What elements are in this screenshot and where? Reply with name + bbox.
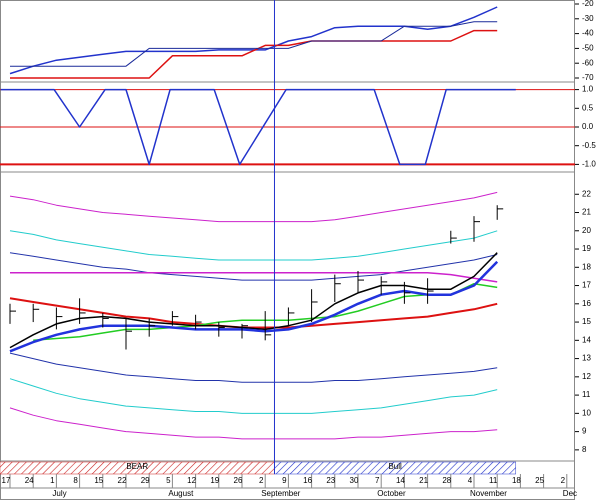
month-label: September — [261, 489, 300, 498]
x-tick-label: 17 — [2, 476, 11, 485]
x-tick-label: 21 — [419, 476, 428, 485]
x-tick-label: 15 — [94, 476, 103, 485]
series-line — [9, 260, 499, 353]
series-line — [9, 352, 498, 383]
y-tick-label: 20 — [582, 226, 591, 235]
y-tick-label: 15 — [582, 317, 591, 326]
y-tick-label: -1.0 — [582, 160, 596, 169]
x-tick-label: 18 — [512, 476, 521, 485]
y-tick-label: 12 — [582, 372, 591, 381]
y-tick-label: -0.5 — [582, 141, 596, 150]
frame — [0, 0, 575, 500]
y-tick-label: 11 — [582, 390, 591, 399]
month-label: Dec — [563, 489, 577, 498]
x-tick-label: 16 — [303, 476, 312, 485]
y-tick-label: 0.5 — [582, 103, 594, 112]
region-label: BEAR — [126, 462, 148, 471]
series-line — [9, 297, 498, 329]
series-line — [9, 230, 498, 261]
series-line — [9, 191, 498, 223]
x-tick-label: 28 — [442, 476, 451, 485]
y-tick-label: -40 — [582, 29, 594, 38]
x-tick-label: 26 — [234, 476, 243, 485]
series-line — [0, 88, 516, 166]
y-tick-label: 9 — [582, 427, 587, 436]
series-line — [10, 272, 498, 283]
series-line — [9, 252, 498, 349]
series-line — [10, 29, 498, 79]
month-label: November — [470, 489, 507, 498]
y-tick-label: 1.0 — [582, 85, 594, 94]
y-tick-label: -70 — [582, 73, 594, 82]
x-tick-label: 11 — [489, 476, 498, 485]
y-tick-label: -20 — [582, 0, 594, 8]
series-line — [9, 407, 498, 440]
y-tick-label: -30 — [582, 14, 594, 23]
x-tick-label: 8 — [73, 476, 78, 485]
x-tick-label: 1 — [50, 476, 55, 485]
y-tick-label: 14 — [582, 335, 591, 344]
y-tick-label: 10 — [582, 408, 591, 417]
x-tick-label: 25 — [535, 476, 544, 485]
region-label: Bull — [388, 462, 402, 471]
y-tick-label: -50 — [582, 44, 594, 53]
series-line — [10, 21, 498, 67]
y-tick-label: 17 — [582, 281, 591, 290]
y-tick-label: 21 — [582, 208, 591, 217]
x-tick-label: 2 — [561, 476, 566, 485]
x-tick-label: 12 — [187, 476, 196, 485]
month-label: August — [168, 489, 194, 498]
y-tick-label: -60 — [582, 58, 594, 67]
x-tick-label: 14 — [396, 476, 405, 485]
y-tick-label: 8 — [582, 445, 587, 454]
x-tick-label: 30 — [350, 476, 359, 485]
series-line — [9, 252, 498, 281]
x-tick-label: 5 — [166, 476, 171, 485]
x-tick-label: 4 — [468, 476, 473, 485]
x-tick-label: 7 — [375, 476, 380, 485]
y-tick-label: 16 — [582, 299, 591, 308]
x-tick-label: 29 — [141, 476, 150, 485]
y-tick-label: 18 — [582, 262, 591, 271]
x-tick-label: 19 — [210, 476, 219, 485]
y-tick-label: 19 — [582, 244, 591, 253]
x-tick-label: 22 — [118, 476, 127, 485]
series-line — [9, 378, 498, 414]
y-tick-label: 0.0 — [582, 122, 594, 131]
x-tick-label: 9 — [282, 476, 287, 485]
x-tick-label: 24 — [25, 476, 34, 485]
y-tick-label: 13 — [582, 354, 591, 363]
x-tick-label: 23 — [326, 476, 335, 485]
month-label: July — [52, 489, 66, 498]
month-label: October — [377, 489, 406, 498]
y-tick-label: 22 — [582, 189, 591, 198]
x-tick-label: 2 — [259, 476, 264, 485]
